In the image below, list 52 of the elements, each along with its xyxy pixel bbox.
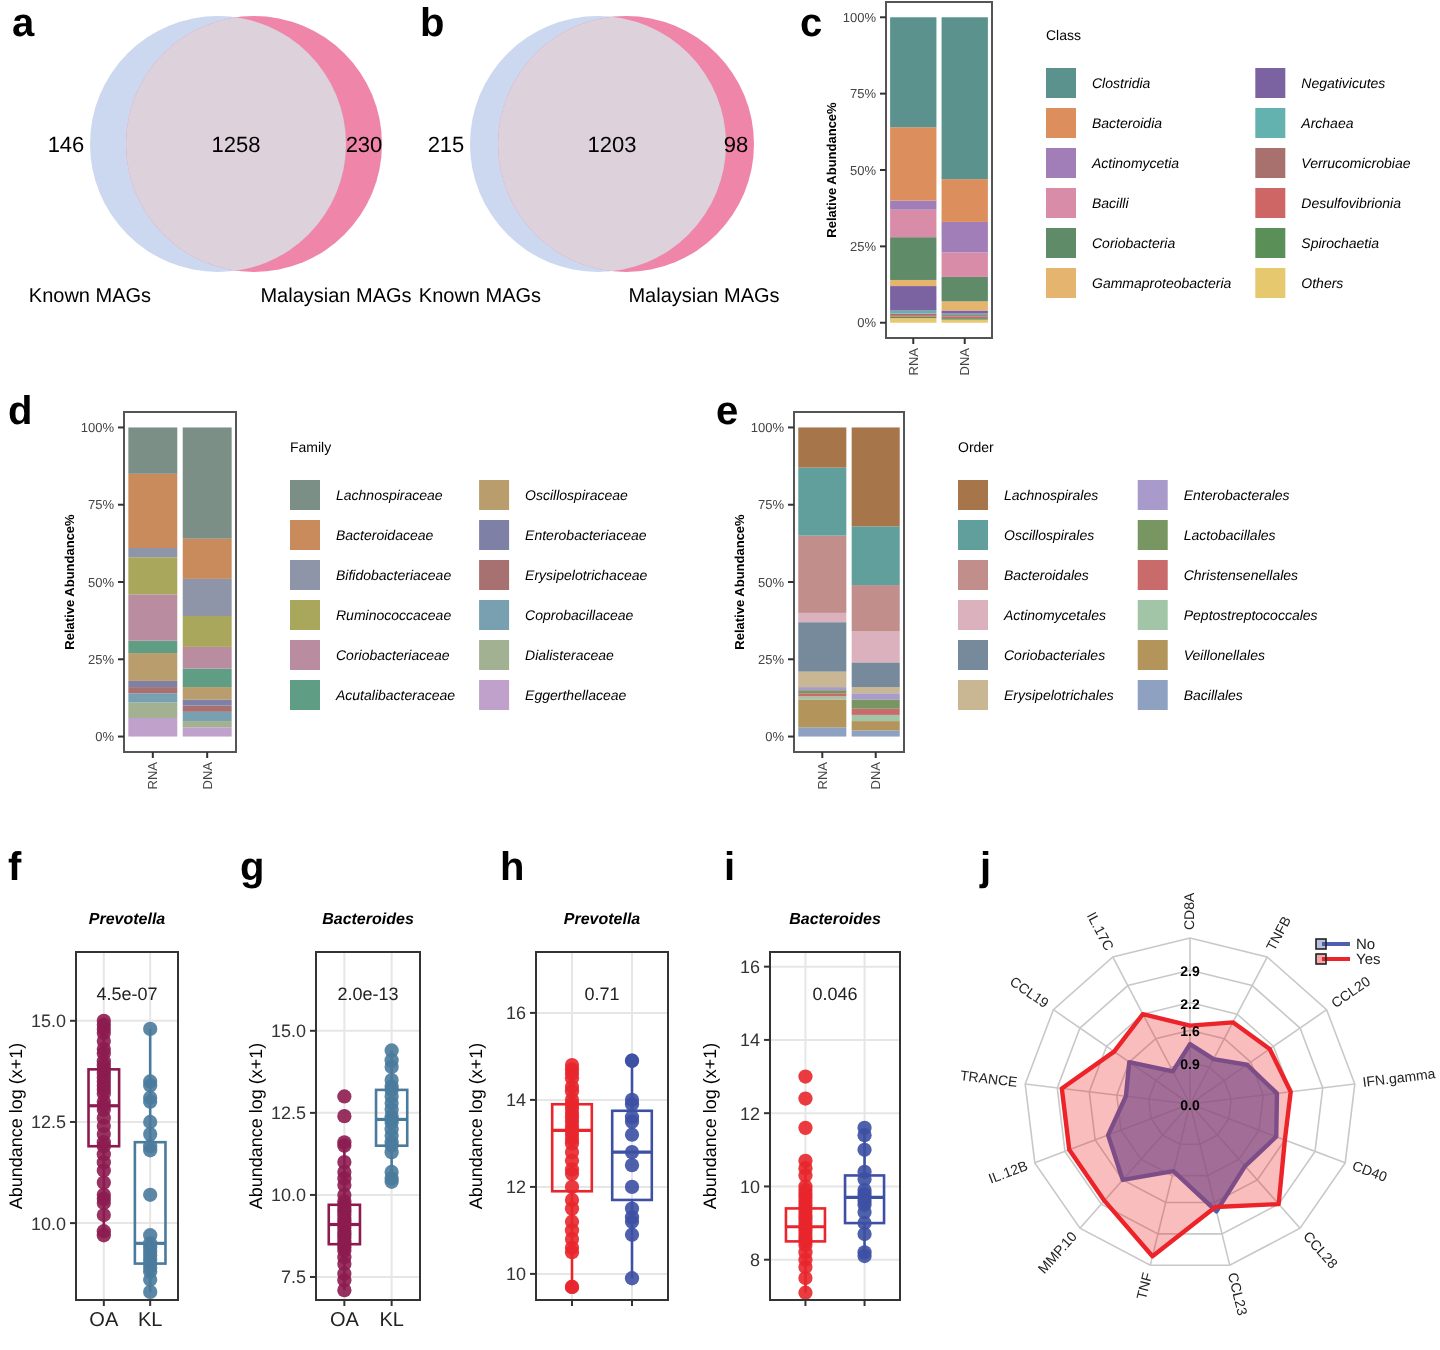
annotation: 2.0e-13 <box>337 984 399 1004</box>
data-label: 1203 <box>587 134 637 158</box>
y-tick-label: 14 <box>739 1030 760 1051</box>
y-tick-label: 7.5 <box>280 1267 306 1288</box>
y-tick-label: 12.5 <box>30 1112 66 1133</box>
chart-title: h <box>500 846 525 890</box>
y-tick-label: 12 <box>505 1177 526 1198</box>
y-axis-title: Abundance log (x+1) <box>6 1042 26 1210</box>
chart-subtitle: Bacteroides <box>322 910 415 928</box>
chart-title: c <box>800 2 823 46</box>
y-tick-label: 10 <box>505 1264 526 1285</box>
chart-subtitle: Prevotella <box>88 910 167 928</box>
x-tick-label: KL <box>137 1310 164 1332</box>
text: a <box>12 2 36 46</box>
y-tick-label: 12 <box>739 1103 760 1124</box>
y-axis-title: Abundance log (x+1) <box>466 1042 486 1210</box>
category-label: Known MAGs <box>28 286 152 308</box>
y-tick-label: 10 <box>739 1176 760 1197</box>
data-label: 230 <box>345 134 383 158</box>
y-axis-title: Abundance log (x+1) <box>700 1042 720 1210</box>
y-tick-label: 16 <box>739 957 760 978</box>
chart-title: i <box>724 846 736 890</box>
y-tick-label: 16 <box>505 1003 526 1024</box>
y-tick-label: 14 <box>505 1090 526 1111</box>
data-label: 98 <box>723 134 749 158</box>
chart-title: e <box>716 390 739 434</box>
chart-title: g <box>240 846 265 890</box>
annotation: 4.5e-07 <box>96 984 158 1004</box>
annotation: 0.046 <box>812 984 858 1004</box>
text: b <box>420 2 445 46</box>
y-tick-label: 15.0 <box>30 1011 66 1032</box>
y-tick-label: 8 <box>749 1250 760 1271</box>
y-tick-label: 15.0 <box>270 1021 306 1042</box>
x-tick-label: KL <box>379 1310 405 1332</box>
chart-subtitle: Prevotella <box>563 910 642 928</box>
category-label: Malaysian MAGs <box>260 286 412 308</box>
y-tick-label: 10.0 <box>30 1213 66 1234</box>
data-label: 146 <box>47 134 85 158</box>
y-tick-label: 10.0 <box>270 1185 306 1206</box>
x-tick-label: OA <box>329 1310 360 1332</box>
y-tick-label: 12.5 <box>270 1103 306 1124</box>
chart-title: j <box>978 846 992 890</box>
x-tick-label: OA <box>89 1310 119 1332</box>
annotation: 0.71 <box>584 984 620 1004</box>
data-label: 1258 <box>211 134 261 158</box>
category-label: Known MAGs <box>418 286 542 308</box>
chart-title: d <box>8 390 33 434</box>
y-axis-title: Abundance log (x+1) <box>246 1042 266 1210</box>
chart-title: f <box>8 846 22 890</box>
chart-subtitle: Bacteroides <box>789 910 882 928</box>
category-label: Malaysian MAGs <box>628 286 780 308</box>
data-label: 215 <box>427 134 465 158</box>
